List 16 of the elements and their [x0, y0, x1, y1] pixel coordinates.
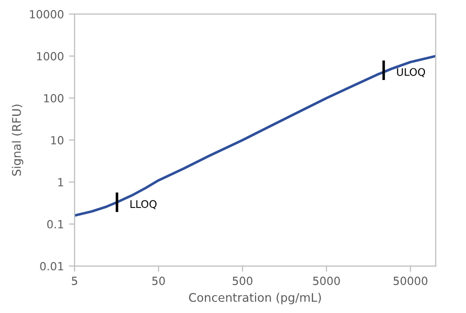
y-axis-title: Signal (RFU)	[12, 104, 24, 176]
y-tick-label: 1000	[37, 52, 64, 60]
annotation: LLOQ	[130, 200, 157, 210]
y-tick-label: 10	[51, 136, 64, 144]
x-tick-label: 50000	[394, 276, 428, 286]
x-tick-label: 500	[232, 276, 252, 286]
x-axis-title: Concentration (pg/mL)	[189, 292, 321, 304]
y-tick-label: 1	[58, 178, 64, 186]
y-tick-label: 100	[44, 94, 64, 102]
x-tick-label: 50	[152, 276, 165, 286]
x-tick-label: 5000	[313, 276, 340, 286]
y-tick-label: 0.01	[40, 262, 64, 270]
y-tick-label: 0.1	[47, 220, 64, 228]
x-tick-label: 5	[72, 276, 78, 286]
annotation: ULOQ	[397, 68, 426, 78]
y-tick-label: 10000	[30, 10, 64, 18]
